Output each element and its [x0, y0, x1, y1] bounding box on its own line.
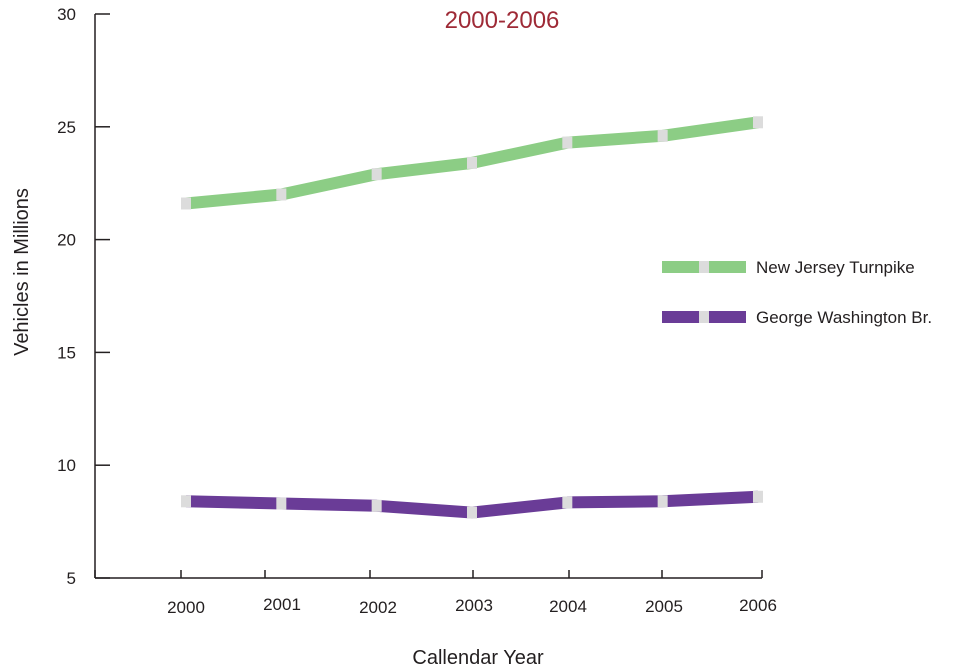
data-point-marker — [276, 497, 287, 510]
x-tick-label: 2004 — [549, 597, 587, 616]
legend: New Jersey Turnpike George Washington Br. — [662, 258, 932, 327]
legend-marker — [699, 261, 709, 273]
x-tick-label: 2002 — [359, 598, 397, 617]
y-tick-label: 20 — [57, 231, 76, 250]
data-point-marker — [181, 495, 191, 508]
y-tick-label: 10 — [57, 456, 76, 475]
data-point-marker — [466, 506, 477, 519]
x-tick-label: 2003 — [455, 596, 493, 615]
data-point-marker — [657, 495, 668, 508]
data-point-marker — [657, 129, 668, 142]
data-point-marker — [466, 156, 477, 169]
y-tick-label: 25 — [57, 118, 76, 137]
y-axis-ticks: 5 10 15 20 25 30 — [57, 5, 110, 588]
series-2 — [181, 490, 763, 519]
y-tick-label: 5 — [67, 569, 76, 588]
data-point-marker — [562, 496, 573, 509]
data-point-marker — [562, 136, 573, 149]
x-tick-label: 2005 — [645, 597, 683, 616]
legend-item: New Jersey Turnpike — [662, 258, 915, 277]
y-tick-label: 30 — [57, 5, 76, 24]
legend-marker — [699, 311, 709, 323]
x-tick-label: 2006 — [739, 596, 777, 615]
x-axis-ticks: 2000 2001 2002 2003 2004 2005 2006 — [94, 570, 777, 617]
chart-subtitle: 2000-2006 — [445, 7, 560, 34]
data-point-marker — [276, 188, 287, 201]
legend-label: New Jersey Turnpike — [756, 258, 915, 277]
y-axis-title: Vehicles in Millions — [11, 188, 33, 356]
x-tick-label: 2001 — [263, 595, 301, 614]
y-tick-label: 15 — [57, 343, 76, 362]
data-point-marker — [181, 197, 191, 210]
legend-item: George Washington Br. — [662, 308, 932, 327]
data-point-marker — [752, 116, 763, 129]
x-axis-title: Callendar Year — [412, 647, 544, 669]
x-tick-label: 2000 — [167, 598, 205, 617]
legend-label: George Washington Br. — [756, 308, 932, 327]
data-point-marker — [752, 490, 763, 503]
data-point-marker — [371, 168, 382, 181]
series-1 — [181, 116, 763, 210]
series-layer — [181, 116, 763, 519]
data-point-marker — [371, 499, 382, 512]
